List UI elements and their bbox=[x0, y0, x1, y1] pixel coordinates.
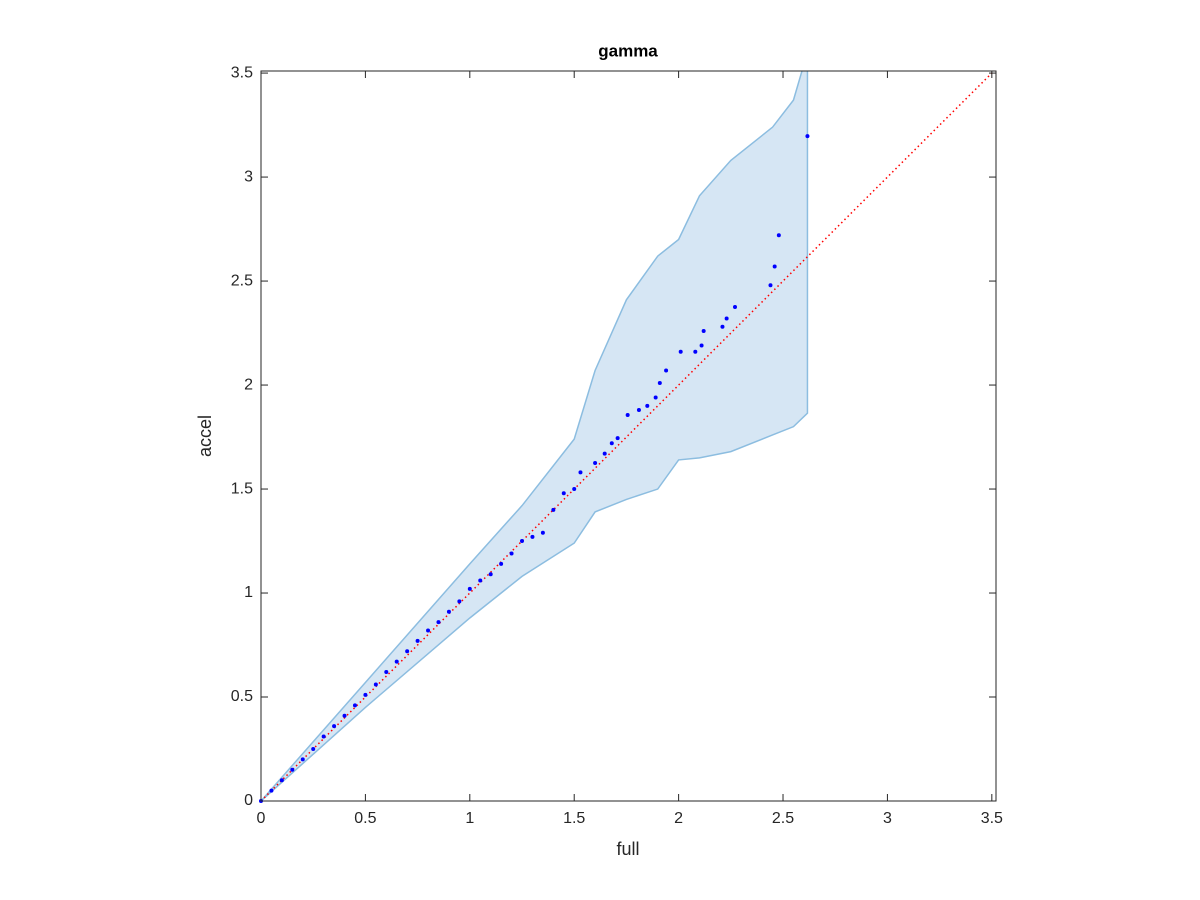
data-point bbox=[394, 659, 399, 664]
y-tick-label: 1 bbox=[244, 584, 253, 601]
data-point bbox=[768, 283, 773, 288]
data-point bbox=[602, 451, 607, 456]
data-point bbox=[776, 233, 781, 238]
data-point bbox=[772, 264, 777, 269]
data-point bbox=[540, 530, 545, 535]
data-point bbox=[457, 599, 462, 604]
y-tick-label: 2.5 bbox=[231, 272, 253, 289]
x-tick-label: 0.5 bbox=[354, 810, 376, 827]
data-point bbox=[499, 561, 504, 566]
x-tick-label: 1 bbox=[465, 810, 474, 827]
data-point bbox=[572, 487, 577, 492]
data-point bbox=[636, 408, 641, 413]
x-tick-label: 2 bbox=[674, 810, 683, 827]
data-point bbox=[290, 767, 295, 772]
data-point bbox=[373, 682, 378, 687]
data-point bbox=[300, 757, 305, 762]
data-point bbox=[332, 724, 337, 729]
x-tick-label: 1.5 bbox=[563, 810, 585, 827]
data-point bbox=[279, 778, 284, 783]
chart-title: gamma bbox=[598, 41, 658, 60]
data-point bbox=[732, 305, 737, 310]
data-point bbox=[625, 412, 630, 417]
data-point bbox=[478, 578, 483, 583]
y-tick-label: 3.5 bbox=[231, 64, 253, 81]
x-tick-label: 0 bbox=[257, 810, 266, 827]
data-point bbox=[561, 491, 566, 496]
y-tick-label: 2 bbox=[244, 376, 253, 393]
data-point bbox=[724, 316, 729, 321]
data-point bbox=[415, 638, 420, 643]
data-point bbox=[615, 436, 620, 441]
data-point bbox=[363, 692, 368, 697]
data-point bbox=[551, 507, 556, 512]
data-point bbox=[578, 470, 583, 475]
data-point bbox=[593, 461, 598, 466]
y-tick-label: 3 bbox=[244, 168, 253, 185]
x-tick-label: 3 bbox=[883, 810, 892, 827]
x-tick-label: 3.5 bbox=[981, 810, 1003, 827]
data-point bbox=[426, 628, 431, 633]
data-point bbox=[384, 670, 389, 675]
data-point bbox=[446, 609, 451, 614]
data-point bbox=[488, 572, 493, 577]
reference-line bbox=[261, 71, 995, 801]
data-point bbox=[609, 441, 614, 446]
confidence-band bbox=[261, 71, 809, 801]
data-point bbox=[342, 713, 347, 718]
data-point bbox=[645, 403, 650, 408]
y-tick-label: 1.5 bbox=[231, 480, 253, 497]
data-point bbox=[352, 703, 357, 708]
data-point bbox=[678, 349, 683, 354]
data-point bbox=[701, 328, 706, 333]
data-point bbox=[269, 788, 274, 793]
data-point bbox=[720, 324, 725, 329]
axes-box bbox=[260, 70, 997, 802]
data-point bbox=[321, 734, 326, 739]
y-tick-label: 0 bbox=[244, 792, 253, 809]
y-axis-label: accel bbox=[195, 415, 215, 457]
data-point bbox=[520, 539, 525, 544]
data-point bbox=[693, 349, 698, 354]
data-point bbox=[664, 368, 669, 373]
data-point bbox=[311, 747, 316, 752]
data-point bbox=[509, 551, 514, 556]
data-point bbox=[657, 380, 662, 385]
x-axis-label: full bbox=[616, 839, 639, 859]
data-point bbox=[530, 534, 535, 539]
x-tick-label: 2.5 bbox=[772, 810, 794, 827]
data-point bbox=[405, 649, 410, 654]
data-point bbox=[653, 395, 658, 400]
data-point bbox=[805, 134, 810, 139]
data-point bbox=[467, 586, 472, 591]
data-point bbox=[436, 620, 441, 625]
data-point bbox=[699, 343, 704, 348]
y-tick-label: 0.5 bbox=[231, 688, 253, 705]
